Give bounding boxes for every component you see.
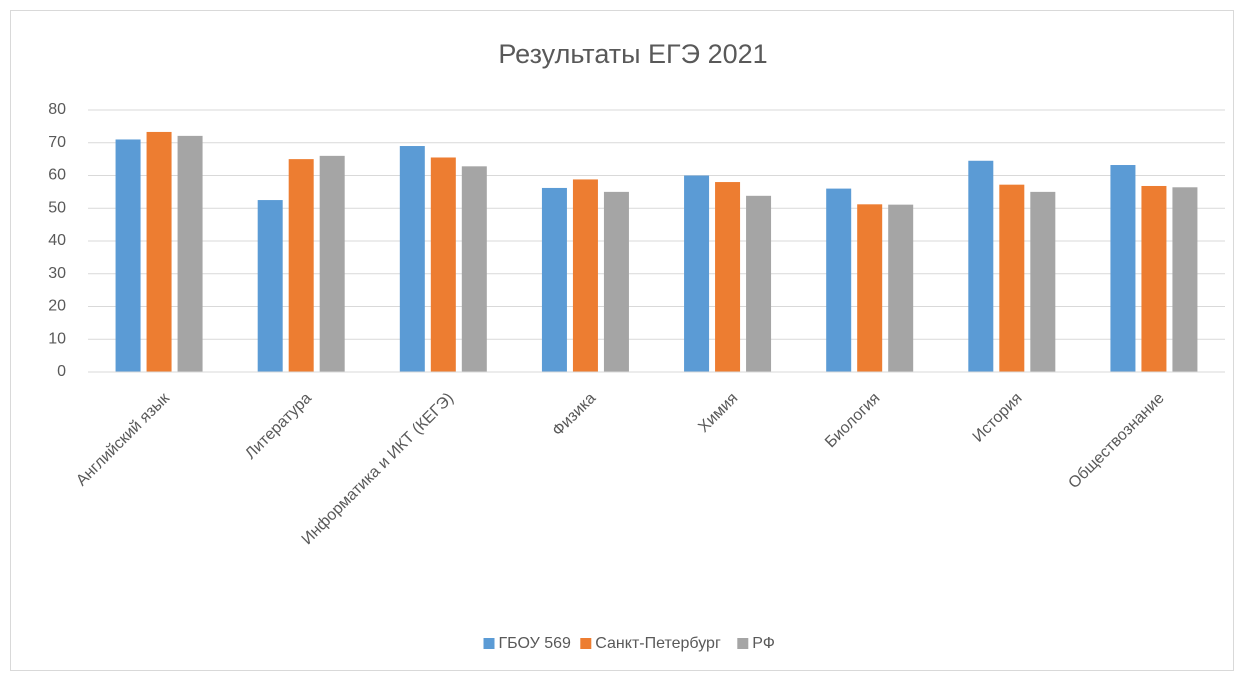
- y-tick-label: 70: [48, 134, 66, 151]
- chart-title: Результаты ЕГЭ 2021: [498, 39, 767, 69]
- x-tick-label: История: [970, 390, 1026, 446]
- bar: [399, 146, 425, 372]
- x-tick-label: Литература: [242, 390, 315, 463]
- bar: [888, 204, 914, 372]
- bar: [146, 131, 172, 372]
- bar: [177, 135, 203, 372]
- bar: [857, 204, 883, 372]
- bar: [319, 155, 345, 372]
- bar: [715, 182, 741, 372]
- legend-swatch: [737, 638, 749, 649]
- x-tick-label: Обществознание: [1065, 390, 1167, 492]
- bar: [603, 191, 629, 372]
- bar: [1172, 187, 1198, 372]
- y-tick-label: 60: [48, 167, 66, 184]
- y-tick-label: 50: [48, 199, 66, 216]
- y-tick-label: 40: [48, 232, 66, 249]
- bar: [430, 157, 456, 372]
- x-tick-label: Физика: [549, 390, 599, 440]
- x-tick-label: Информатика и ИКТ (КЕГЭ): [299, 390, 457, 548]
- bar: [1141, 185, 1167, 372]
- bar: [684, 175, 710, 372]
- chart-border: [10, 10, 1234, 671]
- bar: [826, 188, 852, 372]
- legend-swatch: [580, 638, 592, 649]
- y-tick-label: 0: [57, 363, 66, 380]
- bar: [968, 160, 994, 372]
- y-tick-label: 30: [48, 265, 66, 282]
- bar: [746, 195, 772, 372]
- y-tick-label: 10: [48, 330, 66, 347]
- bar: [257, 200, 283, 372]
- bar: [1030, 191, 1056, 372]
- bar: [572, 179, 598, 372]
- x-tick-label: Химия: [695, 390, 741, 436]
- bar: [999, 184, 1025, 372]
- x-tick-label: Биология: [822, 390, 883, 451]
- bar: [288, 159, 314, 372]
- legend-label: РФ: [752, 635, 775, 652]
- bar: [115, 139, 141, 372]
- legend-label: Санкт-Петербург: [595, 635, 721, 652]
- x-tick-label: Английский язык: [73, 389, 173, 489]
- legend-swatch: [483, 638, 495, 649]
- bar: [461, 166, 487, 372]
- legend-label: ГБОУ 569: [499, 635, 571, 652]
- bar: [1110, 165, 1136, 372]
- y-tick-label: 80: [48, 101, 66, 118]
- bar: [541, 187, 567, 372]
- y-tick-label: 20: [48, 298, 66, 315]
